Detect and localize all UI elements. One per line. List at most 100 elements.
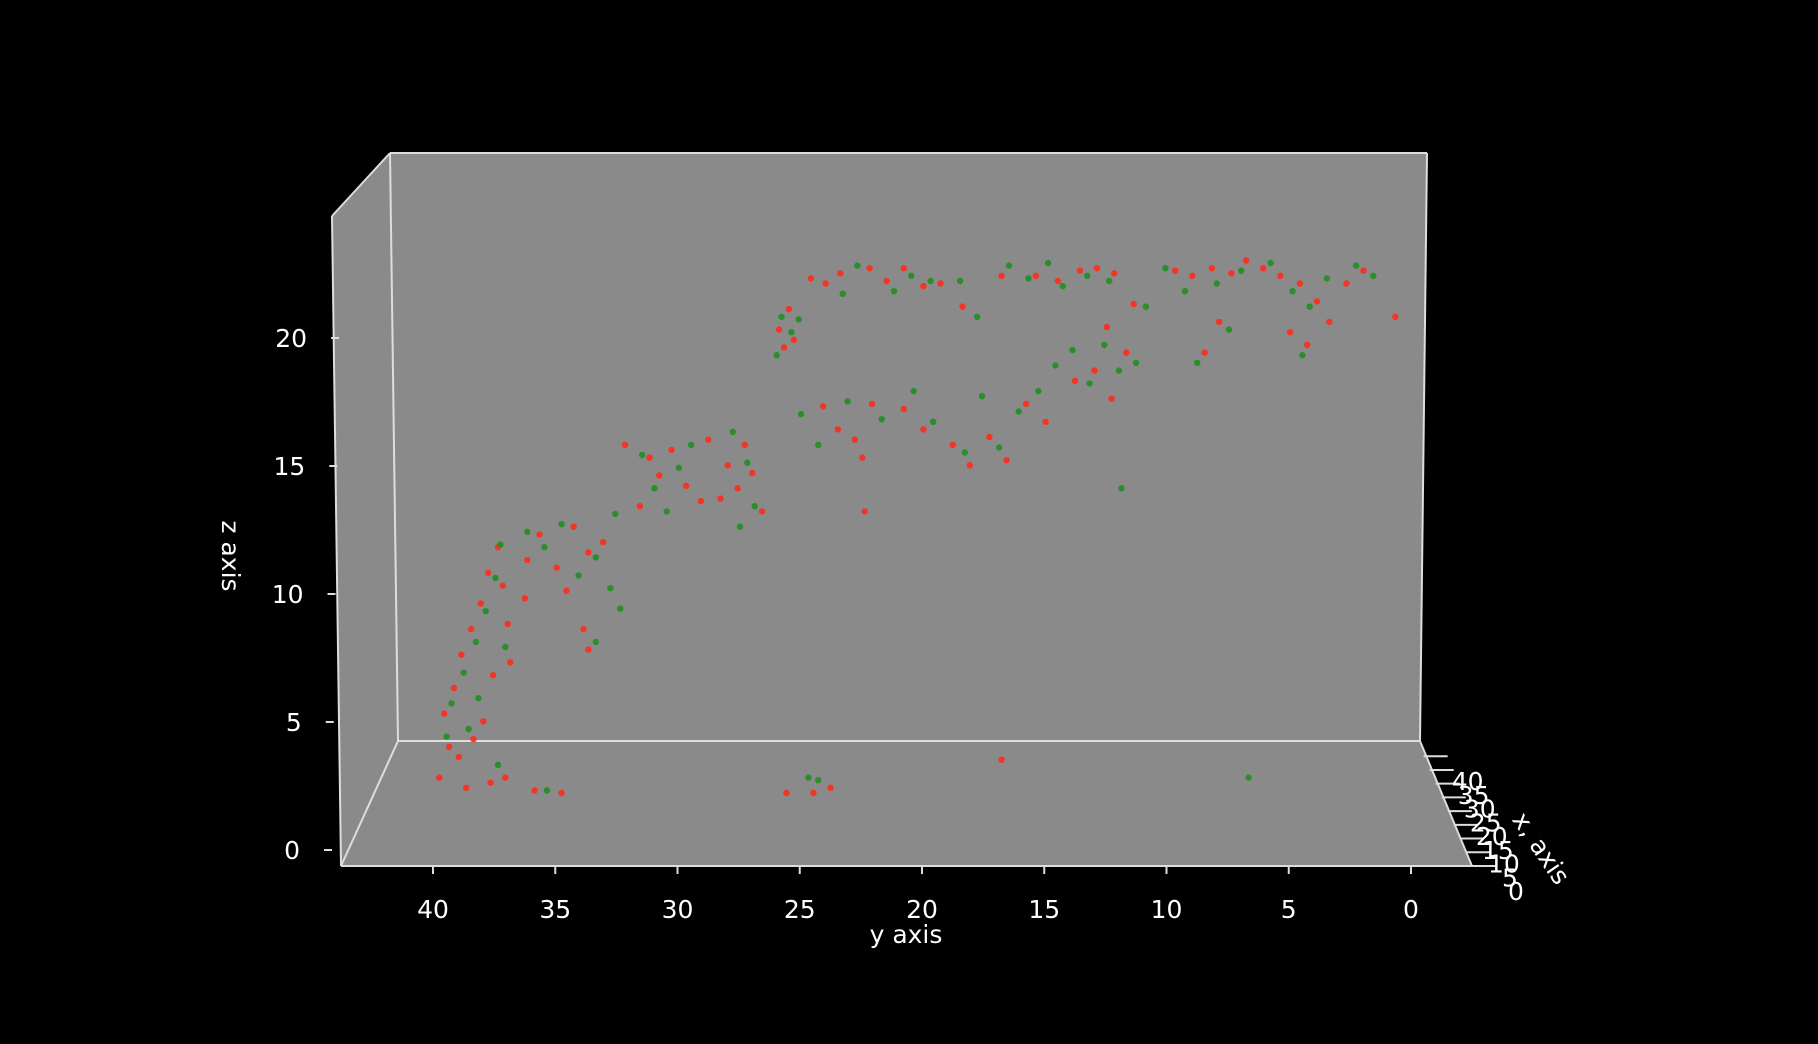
data-point-1-6 — [465, 725, 472, 733]
data-point-0-17 — [487, 779, 494, 786]
data-point-1-76 — [1118, 485, 1125, 492]
data-point-1-3 — [482, 608, 489, 615]
y-tick-label: 5 — [1281, 895, 1297, 924]
data-point-0-32 — [668, 446, 675, 454]
data-point-0-14 — [507, 659, 514, 666]
data-point-1-43 — [1084, 272, 1091, 279]
x-tick-label: 10 — [1488, 850, 1520, 879]
data-point-1-14 — [575, 572, 582, 579]
data-point-1-65 — [961, 449, 969, 456]
data-point-0-37 — [734, 485, 741, 492]
data-point-0-33 — [683, 482, 690, 489]
data-point-0-36 — [724, 462, 731, 469]
data-point-1-20 — [639, 451, 646, 459]
data-point-0-66 — [1242, 257, 1250, 264]
data-point-0-49 — [866, 265, 873, 272]
y-tick-label: 20 — [906, 895, 938, 924]
data-point-1-55 — [1370, 272, 1377, 279]
data-point-0-89 — [1022, 400, 1030, 407]
data-point-1-79 — [1245, 774, 1252, 781]
back-right-edge — [1419, 152, 1428, 742]
data-point-0-85 — [949, 441, 956, 448]
data-point-1-19 — [592, 638, 599, 646]
x-tick-label: 35 — [1458, 781, 1490, 810]
data-point-1-54 — [1352, 262, 1360, 269]
data-point-0-54 — [959, 303, 966, 310]
data-point-1-17 — [617, 605, 624, 612]
data-point-0-52 — [920, 282, 927, 290]
data-point-1-62 — [878, 416, 885, 423]
data-point-1-63 — [910, 387, 917, 395]
data-point-0-104 — [705, 436, 712, 443]
data-point-0-72 — [1343, 280, 1350, 287]
left-top-edge — [331, 152, 391, 217]
data-point-1-34 — [890, 288, 898, 295]
data-point-1-53 — [1323, 275, 1331, 282]
data-point-1-71 — [1069, 346, 1076, 354]
z-tick-label: 5 — [286, 708, 302, 737]
z-axis-line — [331, 215, 342, 867]
data-point-1-32 — [839, 290, 846, 297]
data-point-0-74 — [1392, 313, 1399, 320]
data-point-1-39 — [1005, 262, 1013, 269]
data-point-1-74 — [1115, 367, 1123, 374]
data-point-1-56 — [1194, 359, 1201, 367]
data-point-1-81 — [736, 523, 744, 530]
data-point-0-23 — [553, 564, 560, 571]
data-point-0-24 — [570, 523, 577, 530]
data-point-1-10 — [494, 761, 502, 768]
back-wall-pane — [390, 153, 1427, 741]
data-point-1-18 — [612, 510, 619, 518]
data-point-0-95 — [1103, 323, 1111, 331]
data-point-1-13 — [558, 521, 565, 528]
data-point-0-40 — [717, 495, 724, 502]
data-point-0-75 — [1286, 329, 1294, 336]
data-point-0-65 — [1228, 270, 1235, 277]
data-point-1-28 — [778, 313, 785, 320]
data-point-1-15 — [592, 554, 599, 561]
y-tick-label: 0 — [1403, 895, 1419, 924]
data-point-0-3 — [467, 625, 475, 633]
data-point-1-38 — [974, 313, 981, 320]
data-point-0-35 — [697, 497, 705, 505]
data-point-1-11 — [524, 528, 531, 535]
data-point-0-22 — [536, 531, 543, 538]
data-point-0-60 — [1110, 270, 1118, 277]
data-point-0-46 — [807, 275, 815, 282]
data-point-0-21 — [524, 556, 531, 564]
data-point-0-87 — [986, 433, 993, 441]
data-point-0-10 — [470, 736, 477, 743]
data-point-0-55 — [998, 272, 1005, 279]
data-point-1-8 — [502, 643, 509, 651]
data-point-1-36 — [927, 277, 934, 285]
data-point-0-73 — [1360, 267, 1367, 274]
data-point-1-42 — [1059, 282, 1066, 290]
data-point-0-82 — [868, 400, 876, 407]
left-wall-pane — [332, 153, 398, 866]
data-point-1-35 — [908, 272, 915, 279]
data-point-0-42 — [775, 326, 783, 333]
data-point-1-50 — [1267, 259, 1274, 267]
data-point-0-102 — [585, 646, 592, 653]
data-point-1-23 — [687, 441, 695, 448]
floor-pane — [341, 741, 1472, 866]
data-point-0-44 — [790, 336, 797, 343]
data-point-0-81 — [851, 436, 859, 443]
data-point-1-77 — [805, 774, 812, 781]
data-point-1-67 — [996, 444, 1003, 451]
data-point-1-4 — [492, 574, 499, 582]
data-point-1-41 — [1044, 259, 1052, 267]
x-tick-label: 20 — [1476, 822, 1508, 851]
data-point-0-97 — [861, 508, 868, 515]
data-point-0-101 — [998, 756, 1005, 763]
data-point-1-9 — [443, 733, 450, 740]
data-point-0-92 — [1091, 367, 1098, 374]
data-point-0-11 — [455, 753, 462, 761]
data-point-0-62 — [1172, 267, 1179, 274]
data-point-1-75 — [1132, 359, 1140, 367]
y-axis-label: y axis — [870, 920, 943, 949]
data-point-0-7 — [499, 582, 506, 589]
data-point-0-28 — [580, 625, 587, 633]
data-point-0-79 — [819, 403, 827, 410]
